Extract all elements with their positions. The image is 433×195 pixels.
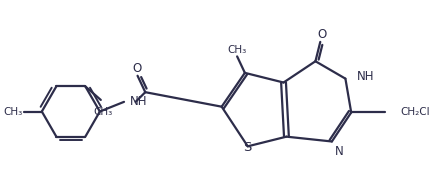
Text: CH₂Cl: CH₂Cl [401,107,430,117]
Text: NH: NH [357,70,375,83]
Text: CH₃: CH₃ [93,107,113,117]
Text: O: O [317,28,327,41]
Text: O: O [132,62,141,75]
Text: NH: NH [130,95,147,108]
Text: CH₃: CH₃ [227,45,247,55]
Text: N: N [335,145,343,158]
Text: S: S [244,141,252,154]
Text: CH₃: CH₃ [3,106,23,117]
